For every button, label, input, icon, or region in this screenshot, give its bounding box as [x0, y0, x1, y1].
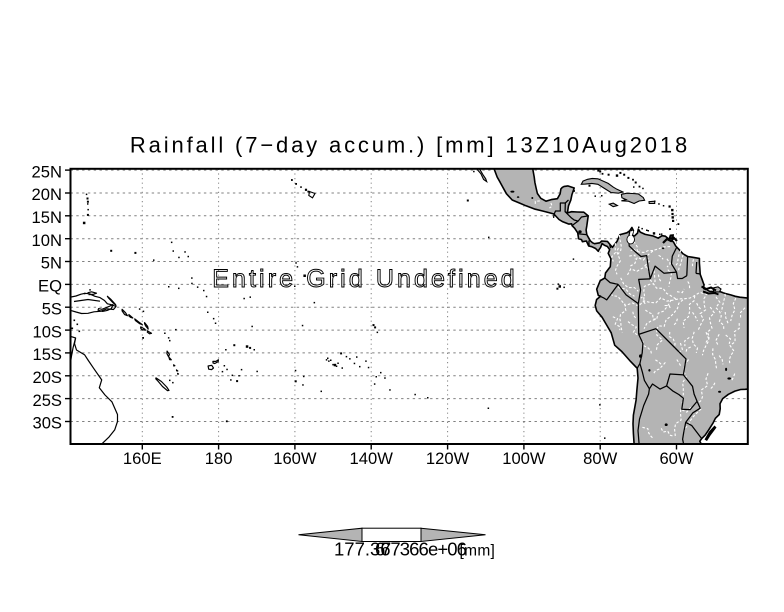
- svg-text:6: 6: [375, 539, 385, 560]
- svg-text:140W: 140W: [350, 449, 394, 468]
- svg-text:Entire Grid Undefined: Entire Grid Undefined: [212, 265, 518, 293]
- svg-text:60W: 60W: [659, 449, 693, 468]
- svg-text:180: 180: [205, 449, 233, 468]
- svg-text:Rainfall (7−day accum.) [mm] 1: Rainfall (7−day accum.) [mm] 13Z10Aug201…: [130, 133, 690, 158]
- svg-text:160E: 160E: [123, 449, 162, 468]
- svg-text:160W: 160W: [273, 449, 317, 468]
- svg-text:120W: 120W: [426, 449, 470, 468]
- svg-text:15S: 15S: [32, 345, 62, 364]
- svg-text:77366e+06: 77366e+06: [381, 539, 467, 560]
- svg-text:15N: 15N: [32, 208, 62, 227]
- svg-text:100W: 100W: [502, 449, 546, 468]
- svg-text:5S: 5S: [42, 299, 62, 318]
- svg-text:5N: 5N: [41, 254, 62, 273]
- svg-text:20S: 20S: [32, 368, 62, 387]
- svg-text:80W: 80W: [583, 449, 617, 468]
- svg-text:177.36: 177.36: [334, 539, 391, 560]
- svg-text:[mm]: [mm]: [460, 543, 496, 560]
- svg-text:30S: 30S: [32, 414, 62, 433]
- svg-text:25N: 25N: [32, 162, 62, 181]
- svg-text:10S: 10S: [32, 322, 62, 341]
- svg-text:20N: 20N: [32, 185, 62, 204]
- svg-text:25S: 25S: [32, 391, 62, 410]
- svg-text:EQ: EQ: [38, 277, 62, 296]
- svg-text:10N: 10N: [32, 231, 62, 250]
